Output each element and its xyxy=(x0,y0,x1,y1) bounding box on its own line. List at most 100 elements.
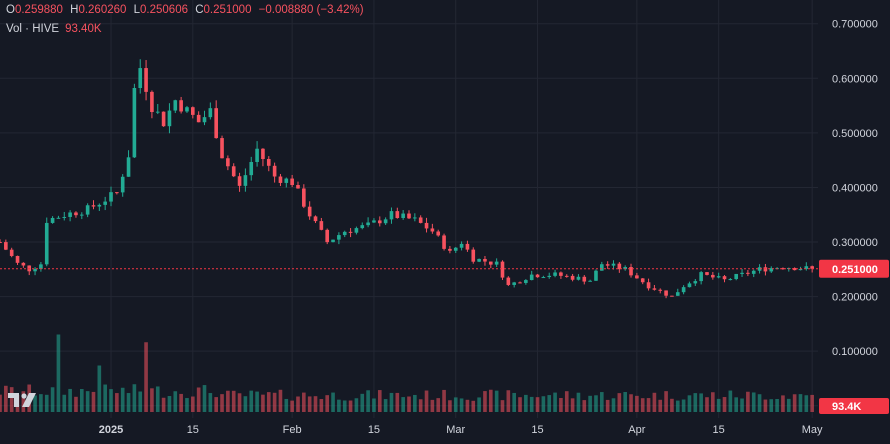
candle-body xyxy=(605,264,610,266)
volume-bar xyxy=(389,392,394,412)
candle-body xyxy=(296,185,300,189)
volume-bar xyxy=(617,393,622,412)
volume-bar xyxy=(191,396,195,412)
candle-body xyxy=(85,205,90,215)
candle-body xyxy=(9,249,14,256)
price-tick-label: 0.500000 xyxy=(832,128,878,140)
volume-bar xyxy=(296,396,300,412)
candle-body xyxy=(424,222,429,229)
volume-bar xyxy=(740,398,744,412)
candle-body xyxy=(488,261,493,265)
candle-body xyxy=(728,279,733,281)
volume-bar xyxy=(769,399,774,412)
volume-bar xyxy=(249,390,254,412)
volume-bar xyxy=(313,396,318,412)
candle-body xyxy=(600,264,604,271)
volume-bar xyxy=(74,396,78,412)
volume-bar xyxy=(436,398,441,412)
candle-body xyxy=(635,275,639,279)
candle-body xyxy=(120,176,125,193)
volume-bar xyxy=(798,394,803,412)
candle-body xyxy=(79,214,84,216)
time-tick-label: 2025 xyxy=(99,424,123,436)
candle-body xyxy=(477,258,481,262)
volume-bar xyxy=(185,398,189,412)
ohlc-legend: O0.259880 H0.260260 L0.250606 C0.251000 … xyxy=(6,4,368,16)
candle-body xyxy=(272,165,277,177)
candle-body xyxy=(798,268,803,271)
volume-bar xyxy=(85,391,90,412)
volume-bar xyxy=(418,399,423,412)
candle-body xyxy=(640,278,645,283)
volume-bar xyxy=(272,392,277,412)
candle-body xyxy=(582,276,587,282)
volume-bar xyxy=(488,389,493,412)
volume-bar xyxy=(302,392,306,412)
candle-body xyxy=(161,111,166,127)
volume-bar xyxy=(39,394,43,412)
volume-bar xyxy=(576,392,581,412)
candle-body xyxy=(734,273,739,280)
volume-bar xyxy=(687,395,692,412)
high-label: H xyxy=(70,4,79,16)
close-value: 0.251000 xyxy=(203,4,252,16)
candle-body xyxy=(360,225,365,229)
volume-bar xyxy=(97,365,102,412)
volume-legend: Vol · HIVE 93.40K xyxy=(6,23,102,35)
volume-bar xyxy=(775,398,779,412)
volume-bar xyxy=(383,399,388,412)
volume-bar xyxy=(804,395,809,412)
price-tick-label: 0.300000 xyxy=(832,237,878,249)
change-value: −0.008880 (−3.42%) xyxy=(258,4,364,16)
volume-bar xyxy=(705,397,709,412)
candle-body xyxy=(319,221,324,230)
volume-bar xyxy=(278,389,283,412)
candle-body xyxy=(757,267,762,271)
candle-body xyxy=(705,272,709,275)
price-tick-label: 0.400000 xyxy=(832,182,878,194)
candle-body xyxy=(97,204,102,207)
candle-body xyxy=(687,283,692,288)
volume-bar xyxy=(763,399,768,412)
volume-bar xyxy=(524,394,528,412)
volume-bar xyxy=(424,390,429,412)
candle-body xyxy=(237,176,242,186)
candle-body xyxy=(91,205,96,207)
last-volume-label: 93.4K xyxy=(832,401,861,413)
volume-bar xyxy=(33,395,37,412)
volume-bar xyxy=(699,393,703,412)
candle-body xyxy=(109,192,113,202)
candle-body xyxy=(529,274,534,281)
volume-bar xyxy=(430,399,435,412)
volume-bar xyxy=(266,392,271,412)
time-tick-label: 15 xyxy=(187,424,199,436)
candle-body xyxy=(173,100,178,111)
tradingview-logo-icon[interactable] xyxy=(8,390,48,410)
volume-bar xyxy=(372,398,376,412)
volume-bar xyxy=(553,392,557,412)
candle-body xyxy=(524,280,528,283)
volume-bar xyxy=(208,393,213,412)
volume-bar xyxy=(681,399,686,412)
volume-bar xyxy=(150,388,154,412)
volume-bar xyxy=(126,393,131,412)
volume-bar xyxy=(635,395,639,412)
volume-bar xyxy=(500,400,505,412)
volume-bar xyxy=(307,396,312,412)
candle-body xyxy=(4,242,8,250)
last-price-label: 0.251000 xyxy=(832,264,878,276)
volume-bar xyxy=(290,400,294,412)
volume-bar xyxy=(319,399,324,412)
volume-bar xyxy=(547,395,552,412)
candle-body xyxy=(395,211,400,219)
volume-bar xyxy=(0,394,2,412)
time-tick-label: May xyxy=(802,424,823,436)
volume-bar xyxy=(453,397,458,412)
volume-bar xyxy=(810,394,814,412)
volume-bar xyxy=(62,394,67,412)
candle-body xyxy=(547,275,552,278)
volume-bar xyxy=(354,398,359,412)
volume-bar xyxy=(21,391,26,412)
